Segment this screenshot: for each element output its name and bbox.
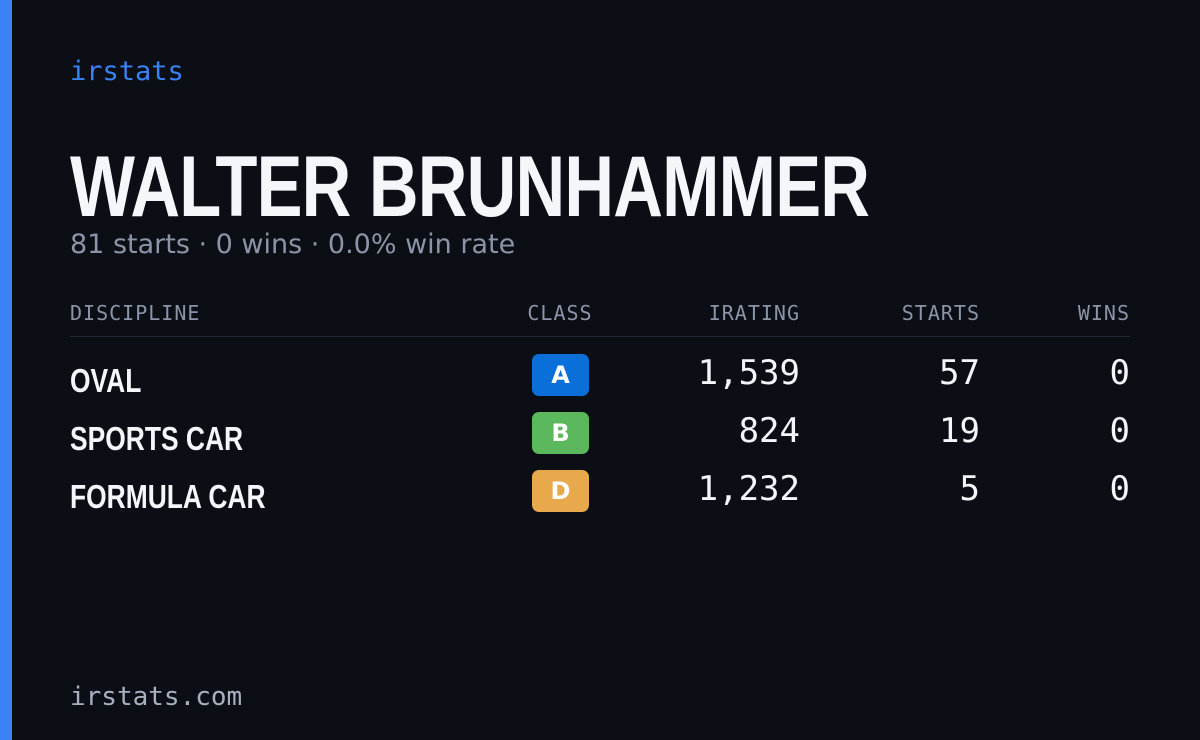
irating-value: 824	[738, 411, 800, 451]
column-header: IRATING	[708, 301, 800, 325]
summary: 81 starts · 0 wins · 0.0% win rate	[70, 229, 516, 260]
discipline: FORMULA CAR	[70, 478, 266, 515]
starts-value: 57	[939, 353, 980, 393]
wins-value: 0	[1109, 411, 1130, 451]
discipline: OVAL	[70, 362, 142, 399]
driver-name: WALTER BRUNHAMMER	[70, 139, 870, 235]
discipline: SPORTS CAR	[70, 420, 244, 457]
brand: irstats	[70, 56, 184, 87]
column-header: DISCIPLINE	[70, 301, 201, 325]
column-header: STARTS	[901, 301, 980, 325]
column-header: CLASS	[527, 301, 593, 325]
starts-value: 19	[939, 411, 980, 451]
class-badge: D	[532, 470, 589, 512]
class-badge: A	[532, 354, 589, 396]
irating-value: 1,232	[697, 469, 800, 509]
starts-value: 5	[959, 469, 980, 509]
class-badge: B	[532, 412, 589, 454]
wins-value: 0	[1109, 469, 1130, 509]
irating-value: 1,539	[697, 353, 800, 393]
footer-url: irstats.com	[70, 682, 243, 712]
wins-value: 0	[1109, 353, 1130, 393]
accent-stripe	[0, 0, 12, 740]
column-header: WINS	[1077, 301, 1130, 325]
header-rule	[70, 336, 1130, 337]
